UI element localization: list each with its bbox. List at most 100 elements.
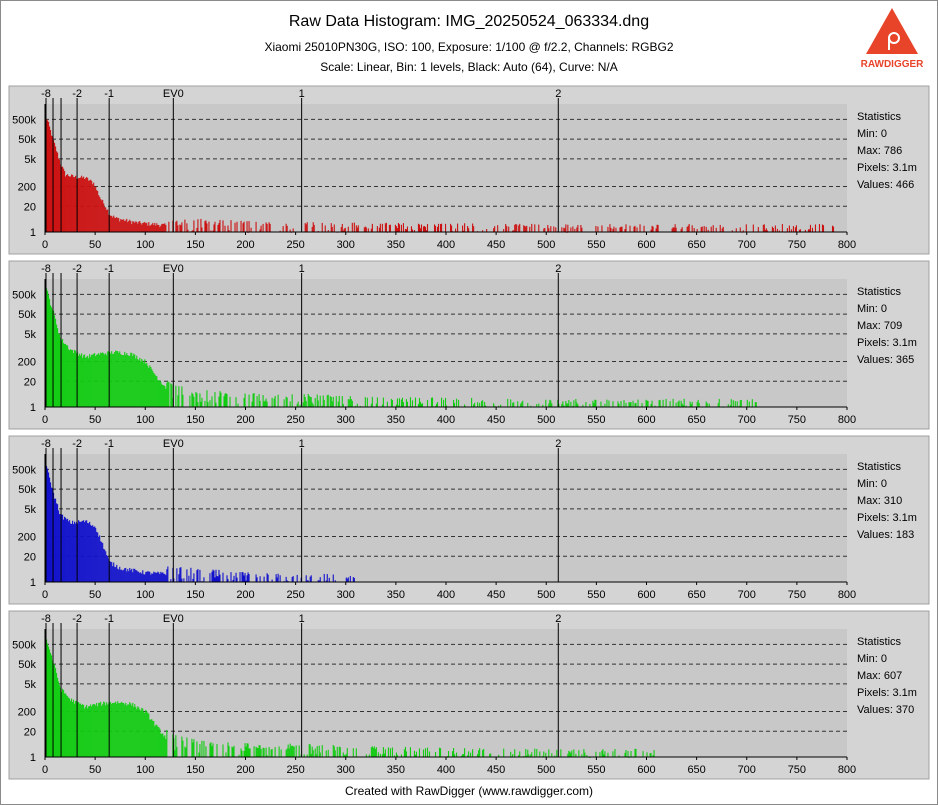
histogram-bar: [208, 221, 210, 232]
histogram-bar: [485, 405, 487, 407]
histogram-bar: [774, 225, 776, 232]
histogram-bar: [330, 223, 332, 232]
histogram-bar: [244, 573, 246, 582]
histogram-bar: [137, 571, 139, 582]
histogram-bar: [154, 374, 156, 407]
histogram-bar: [136, 709, 138, 757]
histogram-bar: [165, 738, 167, 757]
histogram-bar: [122, 702, 124, 757]
histogram-bar: [538, 224, 540, 232]
ev-label: -2: [72, 438, 82, 450]
histogram-bar: [133, 353, 135, 407]
x-tick-label: 300: [337, 764, 355, 776]
histogram-bar: [339, 747, 341, 757]
histogram-bar: [134, 568, 136, 582]
histogram-bar: [405, 751, 407, 757]
histogram-bar: [500, 404, 502, 407]
histogram-bar: [96, 531, 98, 582]
histogram-bar: [266, 223, 268, 232]
histogram-bar: [68, 175, 70, 232]
histogram-bar: [101, 705, 103, 757]
histogram-bar: [417, 403, 420, 407]
histogram-bar: [719, 224, 721, 232]
histogram-bar: [236, 221, 238, 232]
histogram-bar: [51, 487, 53, 582]
histogram-bar: [400, 224, 402, 232]
histogram-bar: [156, 223, 158, 232]
histogram-bar: [289, 229, 291, 232]
histogram-bar: [326, 574, 328, 582]
histogram-bar: [671, 228, 673, 232]
histogram-bar: [332, 744, 334, 757]
histogram-bar: [128, 220, 130, 232]
histogram-bar: [123, 219, 125, 232]
histogram-bar: [66, 345, 68, 407]
histogram-bar: [549, 399, 551, 407]
histogram-bar: [229, 396, 231, 407]
histogram-bar: [154, 572, 156, 582]
histogram-bar: [391, 747, 393, 757]
histogram-bar: [117, 568, 119, 582]
histogram-bar: [67, 518, 69, 582]
histogram-bar: [342, 403, 344, 407]
histogram-bar: [513, 230, 515, 232]
histogram-bar: [610, 227, 612, 232]
histogram-bar: [92, 704, 94, 757]
histogram-bar: [87, 177, 89, 232]
histogram-bar: [481, 401, 483, 407]
histogram-bar: [100, 541, 102, 582]
histogram-bar: [214, 221, 216, 232]
histogram-bar: [468, 228, 470, 232]
histogram-bar: [698, 402, 700, 407]
histogram-bar: [576, 227, 578, 232]
histogram-bar: [54, 498, 56, 582]
histogram-bar: [563, 227, 565, 232]
histogram-bar: [69, 176, 71, 232]
histogram-bar: [307, 580, 309, 582]
histogram-bar: [182, 740, 184, 757]
histogram-bar: [220, 392, 222, 407]
histogram-bar: [131, 568, 133, 582]
histogram-bar: [345, 753, 347, 757]
histogram-bar: [47, 290, 49, 407]
histogram-bar: [77, 352, 79, 407]
histogram-bar: [57, 504, 59, 582]
histogram-bar: [623, 400, 625, 407]
histogram-bar: [153, 225, 155, 232]
histogram-bar: [612, 751, 614, 757]
histogram-bar: [180, 225, 182, 232]
histogram-bar: [138, 571, 140, 582]
histogram-bar: [536, 403, 538, 407]
histogram-bar: [232, 747, 234, 757]
histogram-bar: [391, 399, 393, 407]
histogram-bar: [156, 376, 158, 407]
histogram-bar: [543, 751, 545, 757]
histogram-bar: [124, 704, 126, 757]
histogram-bar: [174, 750, 176, 757]
histogram-bar: [59, 514, 61, 582]
x-tick-label: 250: [286, 764, 304, 776]
histogram-bar: [55, 146, 57, 232]
histogram-bar: [312, 404, 314, 407]
y-tick-label: 1: [30, 227, 36, 239]
histogram-bar: [136, 221, 138, 232]
histogram-bar: [47, 643, 49, 757]
histogram-bar: [115, 350, 117, 407]
histogram-bar: [139, 357, 141, 407]
histogram-bar: [253, 393, 255, 407]
x-tick-label: 500: [537, 239, 555, 251]
histogram-bar: [624, 229, 626, 232]
histogram-bar: [739, 227, 741, 232]
x-tick-label: 750: [788, 239, 806, 251]
histogram-bar: [347, 577, 349, 582]
histogram-bar: [414, 754, 417, 757]
histogram-bar: [157, 380, 159, 407]
histogram-bar: [159, 728, 161, 757]
histogram-bar: [438, 747, 441, 757]
histogram-bar: [227, 225, 229, 232]
histogram-bar: [577, 225, 579, 232]
histogram-bar: [258, 745, 260, 757]
histogram-bar: [128, 571, 130, 582]
histogram-bar: [73, 699, 75, 757]
histogram-bar: [341, 223, 343, 232]
